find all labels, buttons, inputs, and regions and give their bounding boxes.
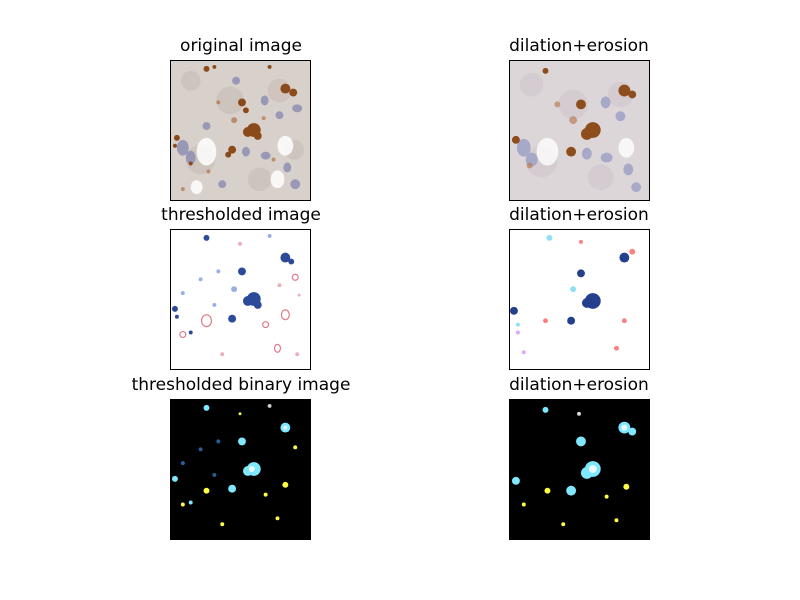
dilation-erosion-binary-panel bbox=[509, 399, 650, 540]
panel-title-dilation-2: dilation+erosion bbox=[509, 205, 649, 225]
panel-title-thresholded: thresholded image bbox=[161, 205, 321, 225]
panel-title-dilation-3: dilation+erosion bbox=[509, 375, 649, 395]
original-image bbox=[171, 61, 310, 200]
dilation-erosion-rgb-image bbox=[510, 61, 649, 200]
thresholded-image bbox=[171, 230, 310, 369]
thresholded-binary-image bbox=[171, 400, 310, 539]
dilation-erosion-threshold-panel bbox=[509, 229, 650, 370]
thresholded-image-panel bbox=[170, 229, 311, 370]
dilation-erosion-rgb-panel bbox=[509, 60, 650, 201]
panel-title-original: original image bbox=[180, 36, 302, 56]
panel-title-binary: thresholded binary image bbox=[131, 375, 351, 395]
panel-title-dilation-1: dilation+erosion bbox=[509, 36, 649, 56]
dilation-erosion-binary-image bbox=[510, 400, 649, 539]
dilation-erosion-threshold-image bbox=[510, 230, 649, 369]
original-image-panel bbox=[170, 60, 311, 201]
thresholded-binary-panel bbox=[170, 399, 311, 540]
